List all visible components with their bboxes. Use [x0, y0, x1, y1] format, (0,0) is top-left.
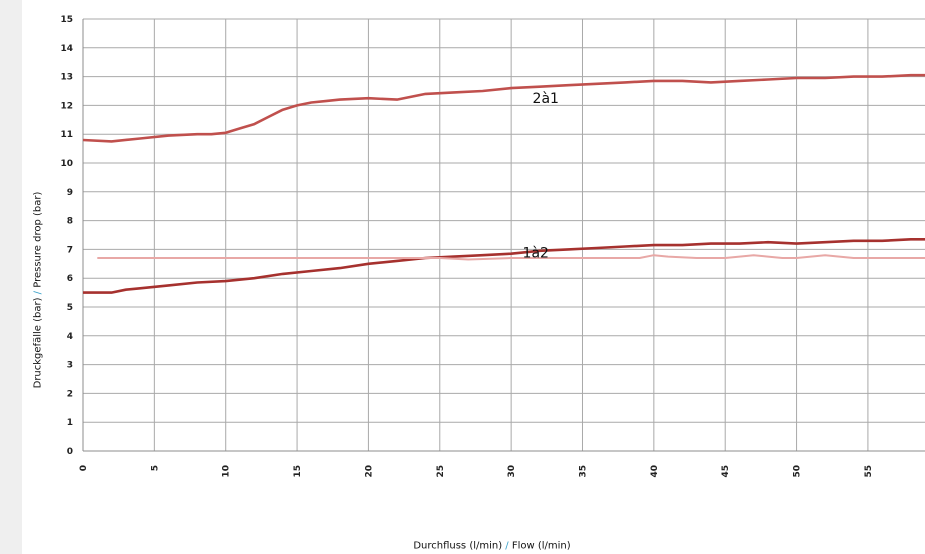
y-tick-label: 0 — [67, 447, 73, 457]
x-tick-label: 20 — [364, 465, 374, 478]
x-tick-label: 15 — [293, 465, 303, 478]
y-axis-title: Druckgefälle (bar) / Pressure drop (bar) — [33, 192, 44, 389]
series-labels: 2à1 1à2 — [523, 91, 559, 261]
y-tick-label: 3 — [67, 361, 73, 371]
y-tick-label: 4 — [67, 332, 73, 342]
series-label-1: 2à1 — [533, 91, 559, 107]
x-tick-labels: 0 5 10 15 20 25 30 35 40 45 50 55 — [79, 465, 874, 478]
axes — [82, 19, 925, 452]
series-line-2 — [83, 238, 925, 294]
grid — [82, 18, 925, 452]
y-tick-label: 7 — [67, 245, 73, 255]
y-axis-title-separator: / — [32, 287, 44, 298]
x-tick-label: 30 — [507, 465, 517, 478]
x-tick-label: 5 — [150, 465, 160, 471]
y-axis-title-en: Pressure drop (bar) — [32, 191, 44, 288]
y-tick-label: 2 — [67, 389, 73, 399]
left-margin-strip — [0, 0, 22, 554]
x-tick-label: 35 — [578, 465, 588, 478]
x-tick-label: 50 — [793, 465, 803, 478]
series-lines — [82, 73, 925, 294]
series-line-1 — [82, 73, 925, 143]
y-tick-label: 8 — [67, 217, 73, 227]
x-tick-label: 40 — [650, 465, 660, 478]
y-tick-label: 12 — [60, 101, 73, 111]
y-tick-label: 10 — [60, 159, 73, 169]
y-tick-label: 9 — [67, 188, 73, 198]
y-tick-label: 13 — [60, 73, 73, 83]
x-tick-label: 45 — [721, 465, 731, 478]
y-tick-label: 1 — [67, 418, 73, 428]
series-label-2: 1à2 — [523, 245, 549, 261]
y-tick-label: 5 — [67, 303, 73, 313]
x-axis-title: Durchfluss (l/min) / Flow (l/min) — [413, 541, 570, 552]
series-line-3 — [97, 254, 925, 261]
x-tick-label: 25 — [436, 465, 446, 478]
y-tick-label: 15 — [60, 15, 73, 25]
x-axis-title-en: Flow (l/min) — [511, 540, 571, 552]
x-axis-title-separator: / — [502, 540, 512, 552]
y-axis-title-de: Druckgefälle (bar) — [32, 297, 44, 389]
y-tick-label: 11 — [60, 130, 73, 140]
x-axis-title-de: Durchfluss (l/min) — [413, 540, 503, 552]
x-tick-label: 10 — [222, 465, 232, 478]
y-tick-label: 6 — [67, 274, 73, 284]
x-tick-label: 55 — [864, 465, 874, 478]
y-tick-label: 14 — [60, 44, 73, 54]
x-tick-label: 0 — [79, 465, 89, 471]
